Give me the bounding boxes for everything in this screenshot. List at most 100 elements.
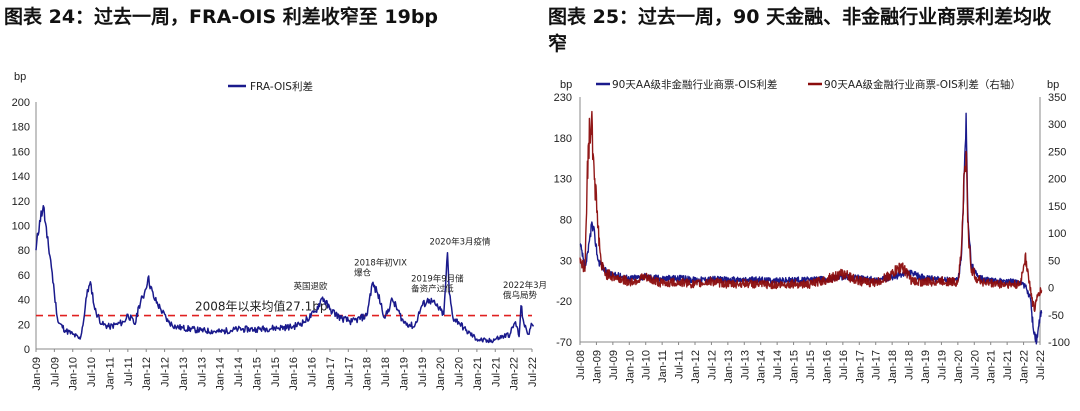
right-chart-left-y-tick-label: -20 [556,296,572,308]
left-x-tick-label: Jul-22 [527,357,539,387]
chart-annotation: 2020年3月疫情 [429,237,491,248]
left-x-tick-label: Jan-13 [178,357,190,391]
right-x-tick-label: Jul-17 [871,350,883,380]
right-x-tick-label: Jan-13 [723,350,735,384]
left-y-tick-label: 0 [24,344,30,356]
right-x-tick-label: Jul-16 [838,350,850,380]
chart-annotation: 2019年9月储 [411,274,464,285]
average-reference-label: 2008年以来均值27.1bp [195,299,328,314]
left-x-tick-label: Jul-14 [233,357,245,387]
right-chart-right-y-tick-label: 150 [1048,201,1066,213]
left-x-tick-label: Jul-11 [123,357,135,386]
left-y-tick-label: 80 [18,245,30,257]
left-x-tick-label: Jul-10 [86,357,98,387]
right-chart-right-y-tick-label: 300 [1048,119,1066,131]
right-x-tick-label: Jul-22 [1035,350,1047,380]
left-x-tick-label: Jan-16 [288,357,300,391]
right-x-tick-label: Jul-19 [936,350,948,380]
right-chart-right-y-tick-label: 0 [1048,283,1054,295]
left-x-tick-label: Jan-11 [104,357,116,390]
right-chart-title: 图表 25：过去一周，90 天金融、非金融行业商票利差均收窄 [548,6,1052,55]
right-y-unit-label-left: bp [560,79,572,91]
right-x-tick-label: Jan-15 [789,350,801,384]
left-x-tick-label: Jan-12 [141,357,153,391]
left-x-tick-label: Jul-09 [49,357,61,387]
right-legend-label: 90天AA级金融行业商票-OIS利差（右轴） [824,78,1021,91]
left-x-tick-label: Jan-17 [325,357,337,391]
right-chart-left-y-tick-label: -70 [556,337,572,349]
right-chart-right-y-tick-label: 50 [1048,255,1060,267]
right-chart-left-y-tick-label: 180 [554,133,572,145]
chart-annotation: 2018年初VIX [354,258,407,269]
right-chart-left-y-tick-label: 80 [560,215,572,227]
left-y-tick-label: 20 [18,319,30,331]
left-legend-label: FRA-OIS利差 [250,80,313,93]
right-x-tick-label: Jul-08 [575,350,587,380]
left-x-tick-label: Jul-17 [343,357,355,387]
fra-ois-series-line [35,204,535,344]
right-x-tick-label: Jul-18 [904,350,916,380]
right-y-unit-label-right: bp [1047,79,1059,91]
right-x-tick-label: Jan-21 [986,350,998,384]
right-chart-right-y-tick-label: -100 [1048,337,1070,349]
right-chart-left-y-tick-label: 230 [554,92,572,104]
chart-annotation: 俄乌局势 [503,290,538,301]
right-x-tick-label: Jul-11 [674,350,686,379]
chart-annotation: 爆仓 [354,268,372,279]
right-x-tick-label: Jan-22 [1019,350,1031,384]
left-y-tick-label: 200 [12,97,30,109]
right-x-tick-label: Jan-11 [657,350,669,383]
right-chart-left-y-tick-label: 130 [554,174,572,186]
right-x-tick-label: Jul-09 [608,350,620,380]
right-x-tick-label: Jul-20 [969,350,981,380]
left-x-tick-label: Jan-20 [435,357,447,391]
right-chart-right-y-tick-label: 100 [1048,228,1066,240]
left-x-tick-label: Jul-13 [196,357,208,387]
left-x-tick-label: Jan-14 [215,357,227,391]
right-chart-right-y-tick-label: -50 [1048,310,1064,322]
right-x-tick-label: Jan-18 [887,350,899,384]
chart-annotation: 2022年3月 [503,280,547,291]
left-x-tick-label: Jul-18 [380,357,392,387]
left-x-tick-label: Jul-20 [454,357,466,387]
left-y-tick-label: 60 [18,270,30,282]
left-x-tick-label: Jul-15 [270,357,282,387]
left-x-tick-label: Jan-21 [472,357,484,391]
right-x-tick-label: Jan-14 [756,350,768,384]
right-x-tick-label: Jul-13 [739,350,751,380]
left-x-tick-label: Jul-12 [160,357,172,387]
right-x-tick-label: Jan-16 [821,350,833,384]
left-y-tick-label: 100 [12,221,30,233]
right-x-tick-label: Jul-21 [1002,350,1014,380]
left-x-tick-label: Jan-18 [362,357,374,391]
nonfinancial-cp-ois-series-line [579,112,1043,345]
left-y-tick-label: 140 [12,171,30,183]
left-y-tick-label: 40 [18,295,30,307]
right-chart-right-y-tick-label: 250 [1048,146,1066,158]
right-x-tick-label: Jul-15 [805,350,817,380]
left-x-tick-label: Jan-22 [509,357,521,391]
left-chart-title: 图表 24：过去一周，FRA-OIS 利差收窄至 19bp [4,6,439,28]
left-y-tick-label: 120 [12,196,30,208]
right-chart-right-y-tick-label: 350 [1048,92,1066,104]
right-chart-left-y-tick-label: 30 [560,255,572,267]
left-x-tick-label: Jan-15 [251,357,263,391]
financial-cp-ois-series-line [579,110,1043,312]
right-x-tick-label: Jan-20 [953,350,965,384]
right-legend-label: 90天AA级非金融行业商票-OIS利差 [612,78,777,91]
left-y-tick-label: 180 [12,122,30,134]
right-x-tick-label: Jul-10 [641,350,653,380]
right-chart-right-y-tick-label: 200 [1048,174,1066,186]
chart-annotation: 英国退欧 [294,281,329,292]
right-x-tick-label: Jan-19 [920,350,932,384]
right-x-tick-label: Jul-14 [772,350,784,380]
chart-annotation: 备资产过低 [411,284,454,295]
right-x-tick-label: Jan-09 [591,350,603,384]
right-x-tick-label: Jan-17 [854,350,866,384]
left-x-tick-label: Jul-19 [417,357,429,387]
left-x-tick-label: Jul-21 [490,357,502,387]
left-x-tick-label: Jan-19 [398,357,410,391]
left-y-unit-label: bp [14,71,26,83]
left-x-tick-label: Jan-10 [68,357,80,391]
